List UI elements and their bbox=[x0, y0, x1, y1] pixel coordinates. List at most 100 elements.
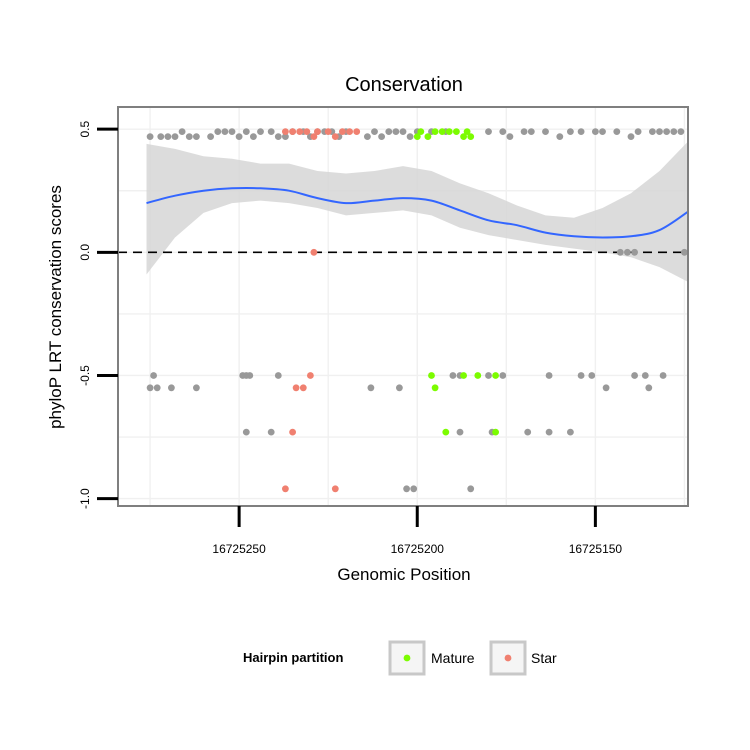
point-mature bbox=[438, 128, 446, 136]
point-mature bbox=[431, 384, 439, 392]
point-star bbox=[303, 128, 311, 136]
point-other bbox=[235, 133, 243, 141]
legend: Hairpin partition Mature Star bbox=[243, 640, 557, 676]
point-other bbox=[257, 128, 264, 136]
point-mature bbox=[453, 128, 460, 136]
point-other bbox=[403, 485, 410, 493]
point-other bbox=[406, 133, 414, 141]
point-other bbox=[371, 128, 378, 136]
smooth-line bbox=[146, 187, 689, 239]
point-mature bbox=[442, 428, 450, 436]
point-other bbox=[153, 384, 161, 392]
point-other bbox=[527, 128, 535, 136]
point-other bbox=[267, 128, 275, 136]
point-star bbox=[292, 384, 300, 392]
legend-title: Hairpin partition bbox=[243, 650, 343, 665]
y-tick-label: -0.5 bbox=[78, 365, 92, 386]
point-other bbox=[641, 372, 649, 379]
point-mature bbox=[413, 133, 421, 141]
point-other bbox=[385, 128, 393, 136]
axes: -1.0 -0.5 0.0 0.5 16725250 16725200 16725150 bbox=[78, 106, 689, 556]
point-other bbox=[524, 428, 532, 436]
point-other bbox=[396, 384, 403, 392]
point-other bbox=[499, 372, 507, 379]
point-star bbox=[339, 128, 346, 136]
point-other bbox=[645, 384, 653, 392]
x-tick-label: 16725150 bbox=[569, 542, 623, 556]
point-other bbox=[207, 133, 215, 141]
point-other bbox=[150, 372, 158, 379]
point-other bbox=[567, 128, 574, 136]
point-other bbox=[164, 133, 172, 141]
point-other bbox=[506, 133, 514, 141]
point-mature bbox=[492, 428, 499, 436]
point-other bbox=[659, 372, 667, 379]
point-star bbox=[307, 372, 314, 379]
point-other bbox=[577, 128, 585, 136]
point-star bbox=[314, 128, 321, 136]
panel-border bbox=[117, 106, 689, 507]
point-other bbox=[250, 133, 257, 141]
point-other bbox=[656, 128, 663, 136]
x-tick-label: 16725250 bbox=[212, 542, 266, 556]
point-other bbox=[392, 128, 400, 136]
point-other bbox=[631, 372, 638, 379]
point-mature bbox=[445, 128, 453, 136]
point-other bbox=[456, 428, 464, 436]
point-mature bbox=[424, 133, 432, 141]
point-other bbox=[282, 133, 289, 141]
point-other bbox=[681, 248, 688, 256]
point-other bbox=[214, 128, 222, 136]
point-other bbox=[267, 428, 275, 436]
point-mature bbox=[460, 133, 467, 141]
point-other bbox=[627, 133, 635, 141]
point-other bbox=[193, 384, 200, 392]
point-other bbox=[670, 128, 678, 136]
point-other bbox=[185, 133, 193, 141]
point-other bbox=[485, 372, 492, 379]
point-mature bbox=[417, 128, 425, 136]
chart-title: Conservation bbox=[345, 74, 463, 96]
confidence-band bbox=[146, 141, 688, 282]
y-tick-label: 0.5 bbox=[78, 121, 92, 138]
point-star bbox=[289, 128, 296, 136]
point-star bbox=[282, 128, 289, 136]
point-mature bbox=[474, 372, 482, 379]
point-other bbox=[677, 128, 685, 136]
point-other bbox=[649, 128, 656, 136]
point-other bbox=[545, 428, 553, 436]
point-star bbox=[353, 128, 361, 136]
legend-dot-mature bbox=[403, 654, 411, 662]
point-star bbox=[310, 133, 318, 141]
point-other bbox=[499, 128, 507, 136]
point-other bbox=[467, 485, 475, 493]
point-other bbox=[542, 128, 549, 136]
point-star bbox=[331, 485, 339, 493]
point-other bbox=[193, 133, 200, 141]
point-mature bbox=[431, 128, 439, 136]
y-tick-label: -1.0 bbox=[78, 488, 92, 509]
point-other bbox=[613, 128, 621, 136]
point-other bbox=[157, 133, 165, 141]
point-other bbox=[146, 133, 154, 141]
point-other bbox=[168, 384, 175, 392]
x-tick-label: 16725200 bbox=[391, 542, 445, 556]
point-star bbox=[324, 128, 332, 136]
point-mature bbox=[428, 372, 435, 379]
legend-label-star: Star bbox=[531, 650, 557, 666]
point-other bbox=[616, 248, 624, 256]
legend-key-mature bbox=[388, 640, 426, 676]
point-other bbox=[171, 133, 179, 141]
point-other bbox=[364, 133, 371, 141]
point-other bbox=[631, 248, 638, 256]
point-other bbox=[449, 372, 457, 379]
point-other bbox=[228, 128, 236, 136]
point-other bbox=[367, 384, 375, 392]
point-other bbox=[178, 128, 186, 136]
y-tick-label: 0.0 bbox=[78, 244, 92, 261]
point-star bbox=[346, 128, 353, 136]
point-other bbox=[602, 384, 610, 392]
point-other bbox=[221, 128, 229, 136]
confidence-band-area bbox=[146, 141, 688, 282]
